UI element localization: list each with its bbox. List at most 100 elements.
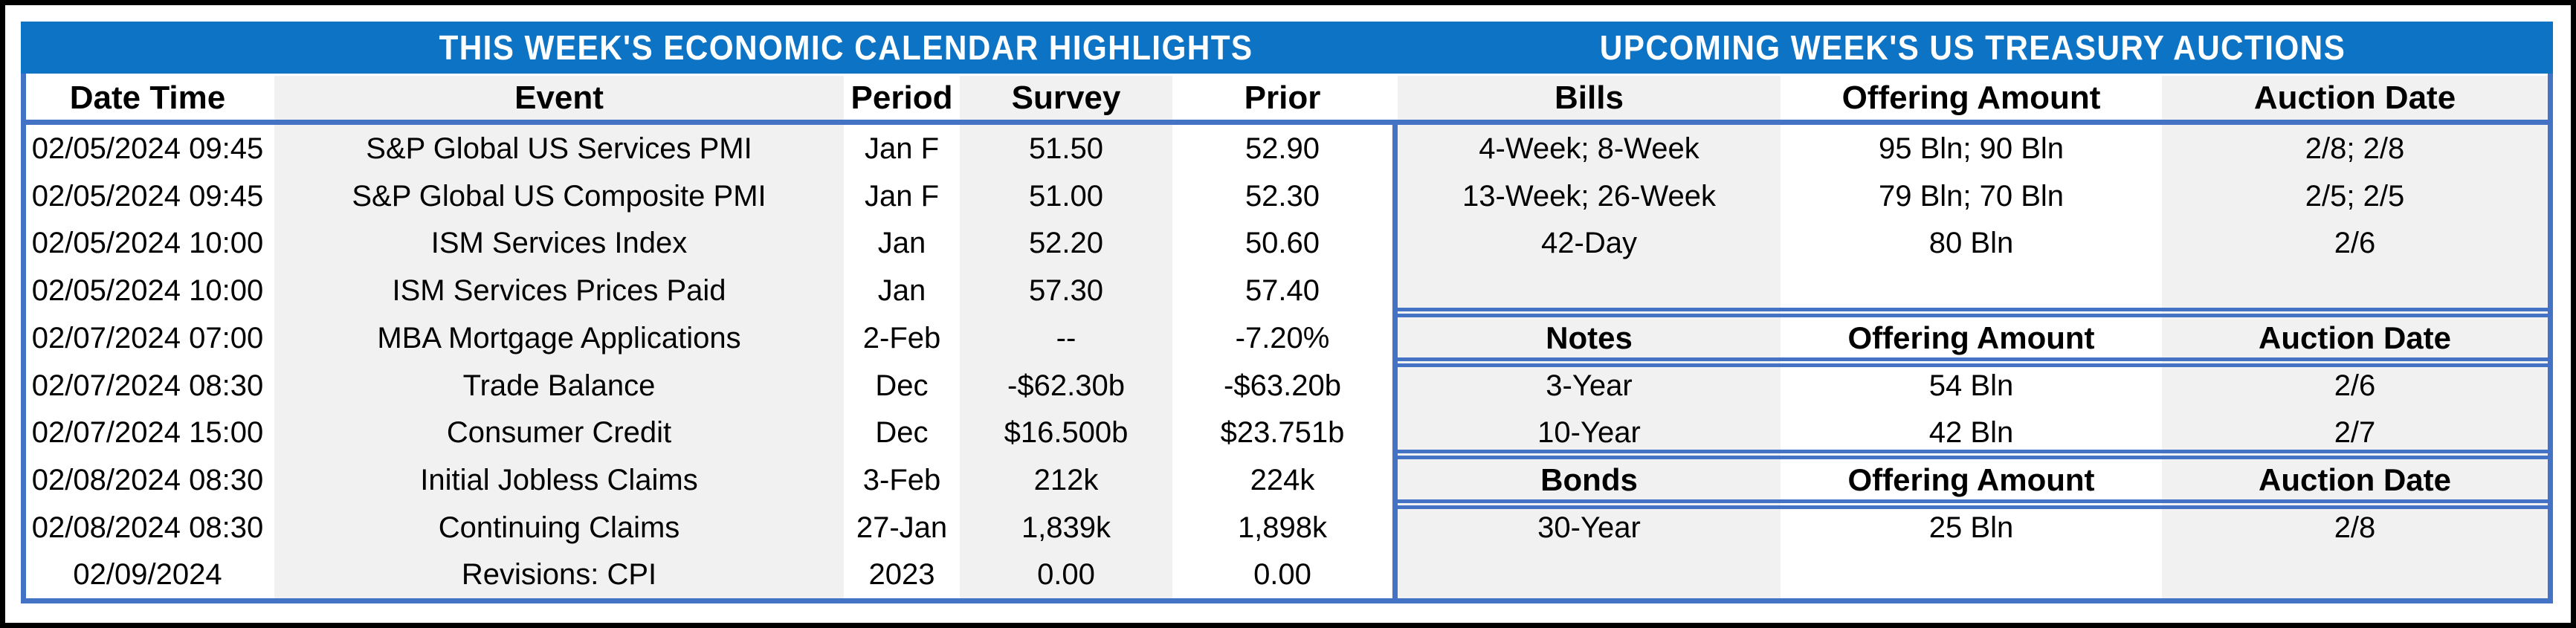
cell-prior: 1,898k — [1237, 511, 1328, 544]
table-row: 02/07/2024 07:00 MBA Mortgage Applicatio… — [0, 314, 2576, 362]
bonds-box-top-border — [1392, 505, 2553, 509]
cell-event: Consumer Credit — [446, 416, 672, 449]
survey-column-stripe — [960, 76, 1172, 598]
auction-date-column-stripe — [2162, 76, 2548, 598]
cell-prior: 0.00 — [1253, 558, 1311, 591]
bills-box-bottom-border — [1392, 308, 2553, 311]
cell-prior: -$63.20b — [1224, 369, 1341, 402]
table-row: 02/07/2024 15:00 Consumer Credit Dec $16… — [0, 409, 2576, 456]
cell-event: Revisions: CPI — [461, 558, 657, 591]
cell-period: Jan F — [864, 132, 940, 165]
cell-period: Dec — [875, 369, 929, 402]
bills-column-stripe — [1398, 76, 1781, 598]
cell-date-time: 02/07/2024 15:00 — [31, 416, 264, 449]
cell-survey: 52.20 — [1028, 227, 1104, 259]
cell-period: 2023 — [868, 558, 935, 591]
notes-box-bottom-border — [1392, 450, 2553, 453]
cell-survey: 57.30 — [1028, 274, 1104, 307]
cell-event: ISM Services Index — [430, 227, 688, 259]
column-header-date-time: Date Time — [69, 80, 226, 116]
cell-period: Jan — [877, 227, 926, 259]
table-row: 02/07/2024 08:30 Trade Balance Dec -$62.… — [0, 362, 2576, 410]
cell-prior: 52.30 — [1245, 180, 1320, 213]
auctions-section-title: UPCOMING WEEK'S US TREASURY AUCTIONS — [1599, 28, 2346, 67]
table-row: 02/05/2024 09:45 S&P Global US Services … — [0, 125, 2576, 172]
section-divider — [1392, 120, 1398, 603]
cell-bill-date: 2/8; 2/8 — [2305, 132, 2405, 165]
cell-period: Jan F — [864, 180, 940, 213]
cell-survey: 51.50 — [1028, 132, 1104, 165]
column-header-period: Period — [850, 80, 953, 116]
notes-section-header: Notes — [1546, 320, 1633, 355]
cell-bill-date: 2/6 — [2334, 227, 2376, 259]
cell-date-time: 02/07/2024 08:30 — [31, 369, 264, 402]
cell-event: S&P Global US Services PMI — [366, 132, 752, 165]
cell-bill-amount: 80 Bln — [1928, 227, 2014, 259]
calendar-section-title: THIS WEEK'S ECONOMIC CALENDAR HIGHLIGHTS — [439, 28, 1253, 67]
bonds-offering-amount-header: Offering Amount — [1847, 462, 2095, 497]
cell-event: ISM Services Prices Paid — [392, 274, 726, 307]
cell-period: Dec — [875, 416, 929, 449]
cell-bill-security: 4-Week; 8-Week — [1479, 132, 1699, 165]
cell-bond-date: 2/8 — [2334, 511, 2376, 544]
cell-bill-amount: 79 Bln; 70 Bln — [1878, 180, 2065, 213]
cell-survey: $16.500b — [1004, 416, 1129, 449]
cell-bond-amount: 25 Bln — [1928, 511, 2014, 544]
cell-prior: $23.751b — [1220, 416, 1345, 449]
bonds-section-header: Bonds — [1540, 462, 1638, 497]
cell-survey: 51.00 — [1028, 180, 1104, 213]
table-row: 02/09/2024 Revisions: CPI 2023 0.00 0.00 — [0, 551, 2576, 598]
table-row: 02/08/2024 08:30 Continuing Claims 27-Ja… — [0, 504, 2576, 551]
cell-event: MBA Mortgage Applications — [377, 322, 741, 355]
cell-period: 27-Jan — [856, 511, 948, 544]
cell-bill-date: 2/5; 2/5 — [2305, 180, 2405, 213]
cell-survey: 212k — [1033, 464, 1099, 496]
cell-date-time: 02/08/2024 08:30 — [31, 511, 264, 544]
cell-date-time: 02/08/2024 08:30 — [31, 464, 264, 496]
cell-note-security: 3-Year — [1546, 369, 1633, 402]
cell-survey: -$62.30b — [1007, 369, 1125, 402]
cell-survey: 1,839k — [1021, 511, 1111, 544]
cell-date-time: 02/05/2024 09:45 — [31, 132, 264, 165]
cell-note-amount: 54 Bln — [1928, 369, 2014, 402]
notes-offering-amount-header: Offering Amount — [1847, 320, 2095, 355]
table-row: 02/05/2024 10:00 ISM Services Prices Pai… — [0, 267, 2576, 314]
cell-bill-security: 13-Week; 26-Week — [1462, 180, 1716, 213]
cell-date-time: 02/09/2024 — [73, 558, 222, 591]
cell-date-time: 02/07/2024 07:00 — [31, 322, 264, 355]
column-header-prior: Prior — [1244, 80, 1321, 116]
event-column-stripe — [274, 76, 844, 598]
notes-box-top-border — [1392, 363, 2553, 367]
table-bottom-border — [21, 598, 2553, 603]
cell-note-date: 2/7 — [2334, 416, 2376, 449]
cell-bill-security: 42-Day — [1541, 227, 1637, 259]
table-row: 02/05/2024 09:45 S&P Global US Composite… — [0, 172, 2576, 220]
notes-header-top-border — [1392, 314, 2553, 317]
column-header-survey: Survey — [1011, 80, 1121, 116]
cell-note-date: 2/6 — [2334, 369, 2376, 402]
cell-event: S&P Global US Composite PMI — [352, 180, 766, 213]
cell-period: Jan — [877, 274, 926, 307]
cell-period: 3-Feb — [862, 464, 941, 496]
cell-date-time: 02/05/2024 10:00 — [31, 274, 264, 307]
cell-survey: 0.00 — [1037, 558, 1095, 591]
column-header-offering-amount: Offering Amount — [1841, 80, 2101, 116]
cell-prior: 52.90 — [1245, 132, 1320, 165]
cell-date-time: 02/05/2024 10:00 — [31, 227, 264, 259]
title-banner: THIS WEEK'S ECONOMIC CALENDAR HIGHLIGHTS… — [21, 22, 2553, 74]
bonds-header-top-border — [1392, 456, 2553, 459]
table-row: 02/08/2024 08:30 Initial Jobless Claims … — [0, 456, 2576, 504]
bonds-header-bottom-border — [1392, 499, 2553, 503]
cell-event: Continuing Claims — [438, 511, 680, 544]
header-separator-line — [21, 120, 2553, 125]
table-right-border — [2548, 74, 2553, 603]
table-left-border — [21, 74, 26, 603]
cell-note-security: 10-Year — [1537, 416, 1641, 449]
cell-event: Initial Jobless Claims — [420, 464, 698, 496]
column-header-auction-date: Auction Date — [2253, 80, 2456, 116]
cell-date-time: 02/05/2024 09:45 — [31, 180, 264, 213]
cell-bond-security: 30-Year — [1537, 511, 1641, 544]
cell-prior: 224k — [1250, 464, 1315, 496]
cell-prior: -7.20% — [1235, 322, 1330, 355]
